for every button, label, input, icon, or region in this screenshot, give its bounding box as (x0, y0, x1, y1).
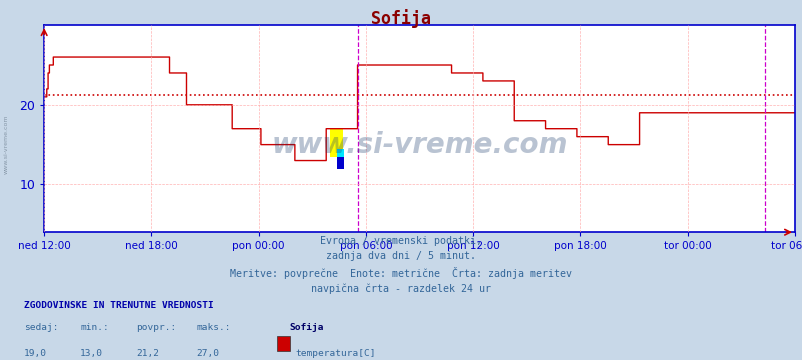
Text: Evropa / vremenski podatki,
zadnja dva dni / 5 minut.
Meritve: povprečne  Enote:: Evropa / vremenski podatki, zadnja dva d… (230, 236, 572, 294)
Text: 27,0: 27,0 (196, 349, 220, 358)
Bar (336, 149, 344, 168)
Text: sedaj:: sedaj: (24, 323, 59, 332)
Text: ZGODOVINSKE IN TRENUTNE VREDNOSTI: ZGODOVINSKE IN TRENUTNE VREDNOSTI (24, 301, 213, 310)
Text: min.:: min.: (80, 323, 109, 332)
Text: Sofija: Sofija (371, 9, 431, 28)
Bar (337, 157, 343, 168)
Text: 21,2: 21,2 (136, 349, 160, 358)
Text: povpr.:: povpr.: (136, 323, 176, 332)
Text: 13,0: 13,0 (80, 349, 103, 358)
Text: 19,0: 19,0 (24, 349, 47, 358)
Bar (330, 129, 342, 157)
Text: Sofija: Sofija (289, 323, 323, 332)
Text: maks.:: maks.: (196, 323, 231, 332)
Text: www.si-vreme.com: www.si-vreme.com (4, 114, 9, 174)
Text: www.si-vreme.com: www.si-vreme.com (271, 131, 567, 159)
Text: temperatura[C]: temperatura[C] (295, 349, 375, 358)
